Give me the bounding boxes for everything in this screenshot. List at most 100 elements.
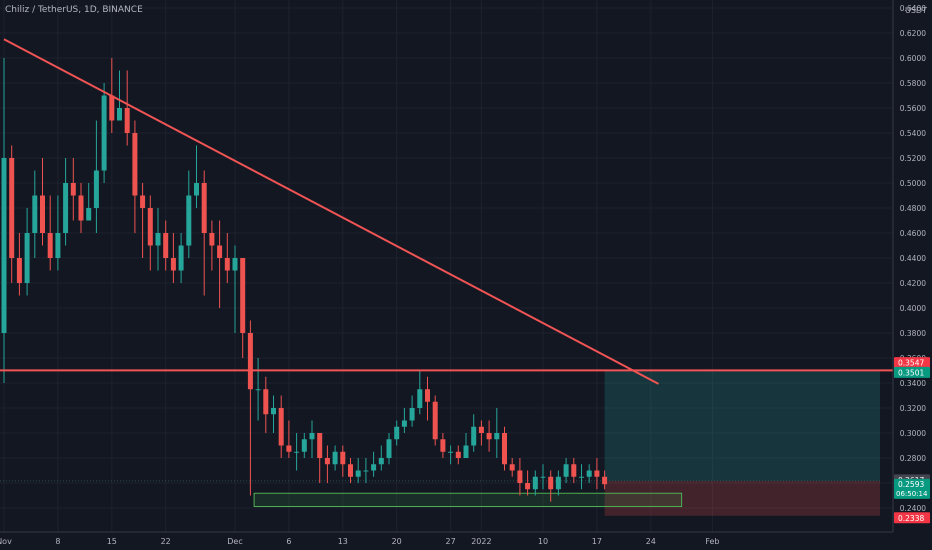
candle-body [579,476,584,478]
candle-body [409,408,415,421]
y-tick-label: 0.3200 [900,404,926,413]
candle-body [455,451,461,458]
upper-price-label-bg [894,357,930,369]
candle-body [240,258,246,333]
x-tick-label: 2022 [471,537,491,546]
candle-body [286,445,292,452]
candle-body [55,233,61,258]
x-tick-label: 15 [107,537,117,546]
candle-body [448,451,454,453]
y-tick-label: 0.5600 [900,104,926,113]
candle-body [394,426,400,440]
candles [1,58,608,502]
stop-zone [604,480,880,516]
candle-body [1,158,7,333]
candle-body [209,233,215,246]
y-tick-label: 0.5400 [900,129,926,138]
candle-body [594,470,600,477]
candle-body [509,464,515,471]
last-price-bg [894,478,930,499]
candle-body [363,470,369,472]
x-tick-label: 17 [592,537,602,546]
x-tick-label: Dec [227,537,242,546]
candle-body [194,183,199,196]
candle-body [602,476,608,485]
candle-body [486,433,492,440]
candle-body [324,458,330,465]
y-tick-label: 0.4000 [900,304,926,313]
x-tick-label: 6 [286,537,291,546]
candle-body [401,420,407,427]
x-tick-label: 8 [55,537,60,546]
candle-body [532,476,538,490]
x-tick-label: 13 [338,537,348,546]
x-tick-label: 27 [446,537,456,546]
candle-body [32,195,38,233]
candle-body [540,476,546,478]
candle-body [93,170,99,208]
y-tick-label: 0.5200 [900,154,926,163]
position-zones [0,370,880,516]
currency-label: USDT [905,6,927,15]
candle-body [109,95,115,121]
x-tick-label: 22 [161,537,171,546]
candle-body [147,208,153,246]
candle-body [340,451,346,465]
candle-body [263,389,269,415]
candle-body [247,333,253,390]
candle-body [301,439,307,452]
drawings [0,38,893,385]
y-tick-label: 0.6200 [900,29,926,38]
stop-price-label-bg [894,512,930,524]
trendline [3,38,659,385]
candle-body [124,108,130,133]
candle-body [170,258,176,271]
candle-body [525,483,531,490]
chart-title: Chiliz / TetherUS, 1D, BINANCE [5,5,143,15]
y-tick-label: 0.5000 [900,179,926,188]
candle-body [348,464,353,477]
candle-body [417,389,423,408]
candle-body [117,108,122,121]
candle-body [571,464,577,477]
x-tick-label: Nov [0,537,12,546]
candle-body [463,445,469,458]
candle-body [355,470,361,477]
candle-body [186,195,192,246]
candle-body [586,470,592,477]
x-tick-label: Feb [705,537,719,546]
y-tick-label: 0.4200 [900,279,926,288]
candle-body [555,476,561,490]
candle-body [132,133,138,196]
x-tick-label: 24 [646,537,656,546]
candle-body [548,476,554,490]
countdown-label: 06:50:14 [896,490,928,498]
candle-body [70,183,76,196]
last-price-label: 0.2593 [898,480,924,489]
y-tick-label: 0.2800 [900,454,926,463]
candle-body [101,95,107,171]
candle-body [278,408,284,446]
candle-body [309,433,315,440]
candle-body [9,158,15,258]
candle-body [40,195,45,233]
candle-body [386,439,392,458]
y-tick-label: 0.5800 [900,79,926,88]
y-tick-label: 0.2400 [900,504,926,513]
time-axis[interactable]: Nov 8 15 22 Dec 6 13 20 27 2022 10 17 24 Feb [0,531,893,546]
candle-body [16,258,22,283]
y-tick-label: 0.3000 [900,429,926,438]
candle-body [294,451,300,453]
y-tick-label: 0.6000 [900,54,926,63]
candle-body [425,389,430,402]
y-tick-label: 0.3800 [900,329,926,338]
candle-body [317,433,323,458]
candle-body [478,426,484,433]
candle-body [378,458,384,465]
stop-price-label: 0.2338 [898,514,924,523]
candle-body [163,233,169,258]
candle-body [471,426,477,446]
support-zone [253,492,683,507]
